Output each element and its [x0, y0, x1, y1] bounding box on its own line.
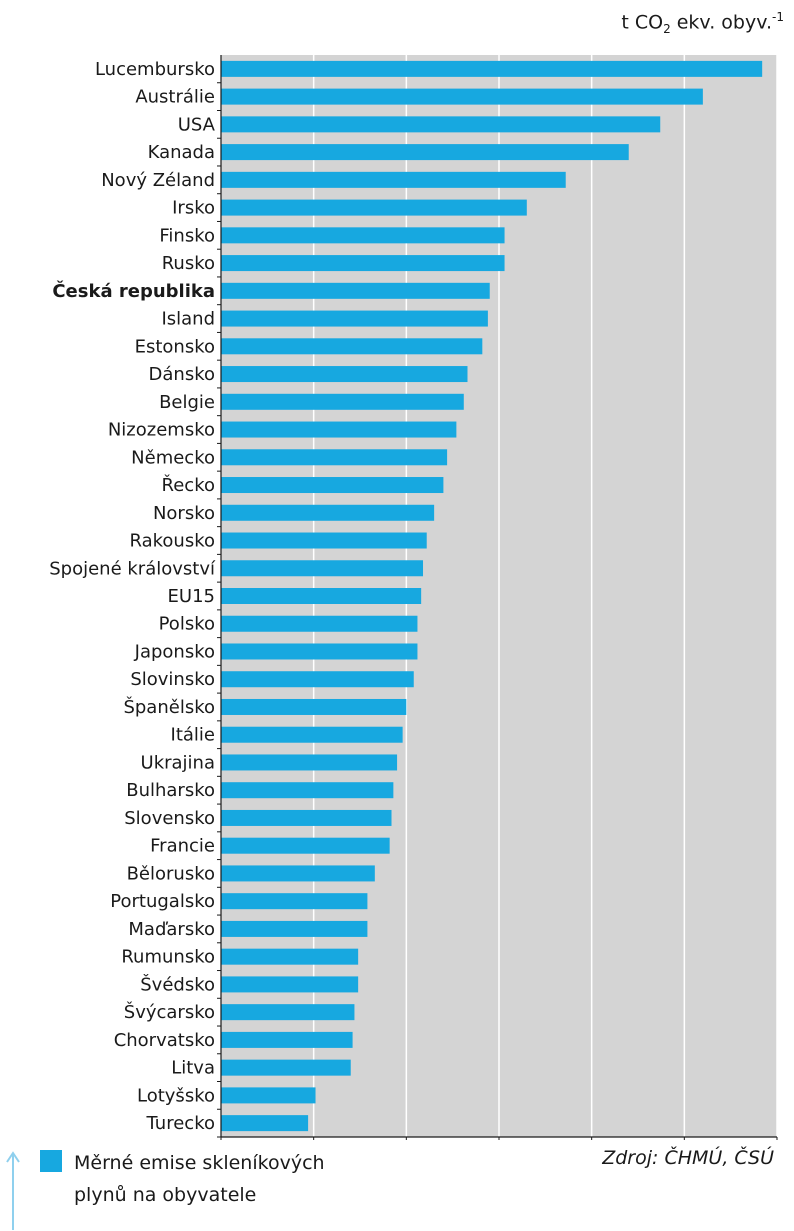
category-label: Turecko	[146, 1113, 215, 1134]
category-label: Nový Zéland	[101, 170, 215, 191]
category-label: Řecko	[162, 474, 215, 496]
legend-label-line2: plynů na obyvatele	[74, 1184, 257, 1206]
category-label: Nizozemsko	[108, 420, 215, 441]
category-label: Estonsko	[135, 336, 215, 357]
category-label: Francie	[150, 836, 215, 857]
category-label: Austrálie	[135, 87, 215, 108]
bar	[221, 60, 763, 77]
category-label: Bulharsko	[126, 780, 215, 801]
category-label: Spojené království	[49, 558, 216, 579]
bar	[221, 782, 394, 799]
category-label: Itálie	[171, 725, 215, 746]
bar	[221, 698, 407, 715]
category-label: Finsko	[159, 225, 215, 246]
bar	[221, 837, 390, 854]
category-label: Chorvatsko	[114, 1030, 215, 1051]
category-label: Litva	[171, 1058, 215, 1079]
category-label: Irsko	[172, 198, 215, 219]
bar	[221, 116, 661, 133]
legend-label-line1: Měrné emise skleníkových	[74, 1152, 325, 1174]
category-label: Rumunsko	[121, 947, 215, 968]
bar	[221, 338, 483, 355]
bar	[221, 754, 398, 771]
category-label: Belgie	[159, 392, 215, 413]
bar	[221, 643, 418, 660]
category-label: Norsko	[153, 503, 215, 524]
category-label: Španělsko	[123, 696, 215, 718]
legend-swatch	[40, 1150, 62, 1172]
bar	[221, 227, 505, 244]
legend: Měrné emise skleníkových plynů na obyvat…	[40, 1147, 325, 1211]
category-label: Rusko	[162, 253, 215, 274]
bar	[221, 1004, 355, 1021]
category-label: Lucembursko	[95, 59, 215, 80]
bar	[221, 976, 359, 993]
category-label: Dánsko	[149, 364, 215, 385]
bar	[221, 1031, 353, 1048]
bar	[221, 449, 448, 466]
bar	[221, 1059, 351, 1076]
bar	[221, 255, 505, 272]
bar	[221, 865, 375, 882]
legend-item: Měrné emise skleníkových	[40, 1147, 325, 1179]
bar	[221, 1115, 309, 1132]
category-label: Kanada	[148, 142, 215, 163]
bar	[221, 1087, 316, 1104]
category-label: Slovinsko	[130, 669, 215, 690]
bar	[221, 615, 418, 632]
bar	[221, 671, 414, 688]
category-label: USA	[178, 114, 216, 135]
arrow-up-icon	[6, 1151, 20, 1230]
bar	[221, 948, 359, 965]
bar	[221, 366, 468, 383]
bar	[221, 726, 403, 743]
bar	[221, 560, 424, 577]
source-note: Zdroj: ČHMÚ, ČSÚ	[602, 1147, 774, 1169]
category-label: Maďarsko	[128, 919, 215, 940]
bar	[221, 199, 527, 216]
category-label: Ukrajina	[141, 752, 215, 773]
bar	[221, 893, 368, 910]
category-label: Portugalsko	[110, 891, 215, 912]
category-label: Německo	[131, 447, 215, 468]
bar	[221, 282, 490, 299]
bar	[221, 809, 392, 826]
bar	[221, 504, 435, 521]
bar	[221, 588, 422, 604]
category-label: Island	[161, 309, 215, 330]
unit-label: t CO2 ekv. obyv.-1	[621, 10, 784, 37]
bar	[221, 421, 457, 438]
category-label: Japonsko	[134, 641, 215, 662]
category-label: Bělorusko	[127, 863, 215, 884]
category-label: Švýcarsko	[124, 1001, 215, 1023]
bar	[221, 393, 464, 410]
category-label: Lotyšsko	[137, 1085, 215, 1106]
bar	[221, 88, 703, 105]
category-label: Slovensko	[124, 808, 215, 829]
bar-chart: Lucembursko Austrálie USA Kanada Nový Zéland…	[49, 55, 778, 1140]
category-label: Rakousko	[129, 531, 215, 552]
category-label: EU15	[168, 586, 215, 607]
category-label: Polsko	[159, 614, 215, 635]
bar	[221, 144, 629, 161]
bar	[221, 920, 368, 937]
bar	[221, 171, 566, 188]
category-label: Česká republika	[52, 280, 215, 302]
bar	[221, 310, 488, 327]
bar	[221, 477, 444, 494]
category-label: Švédsko	[140, 973, 215, 995]
bar	[221, 532, 427, 549]
